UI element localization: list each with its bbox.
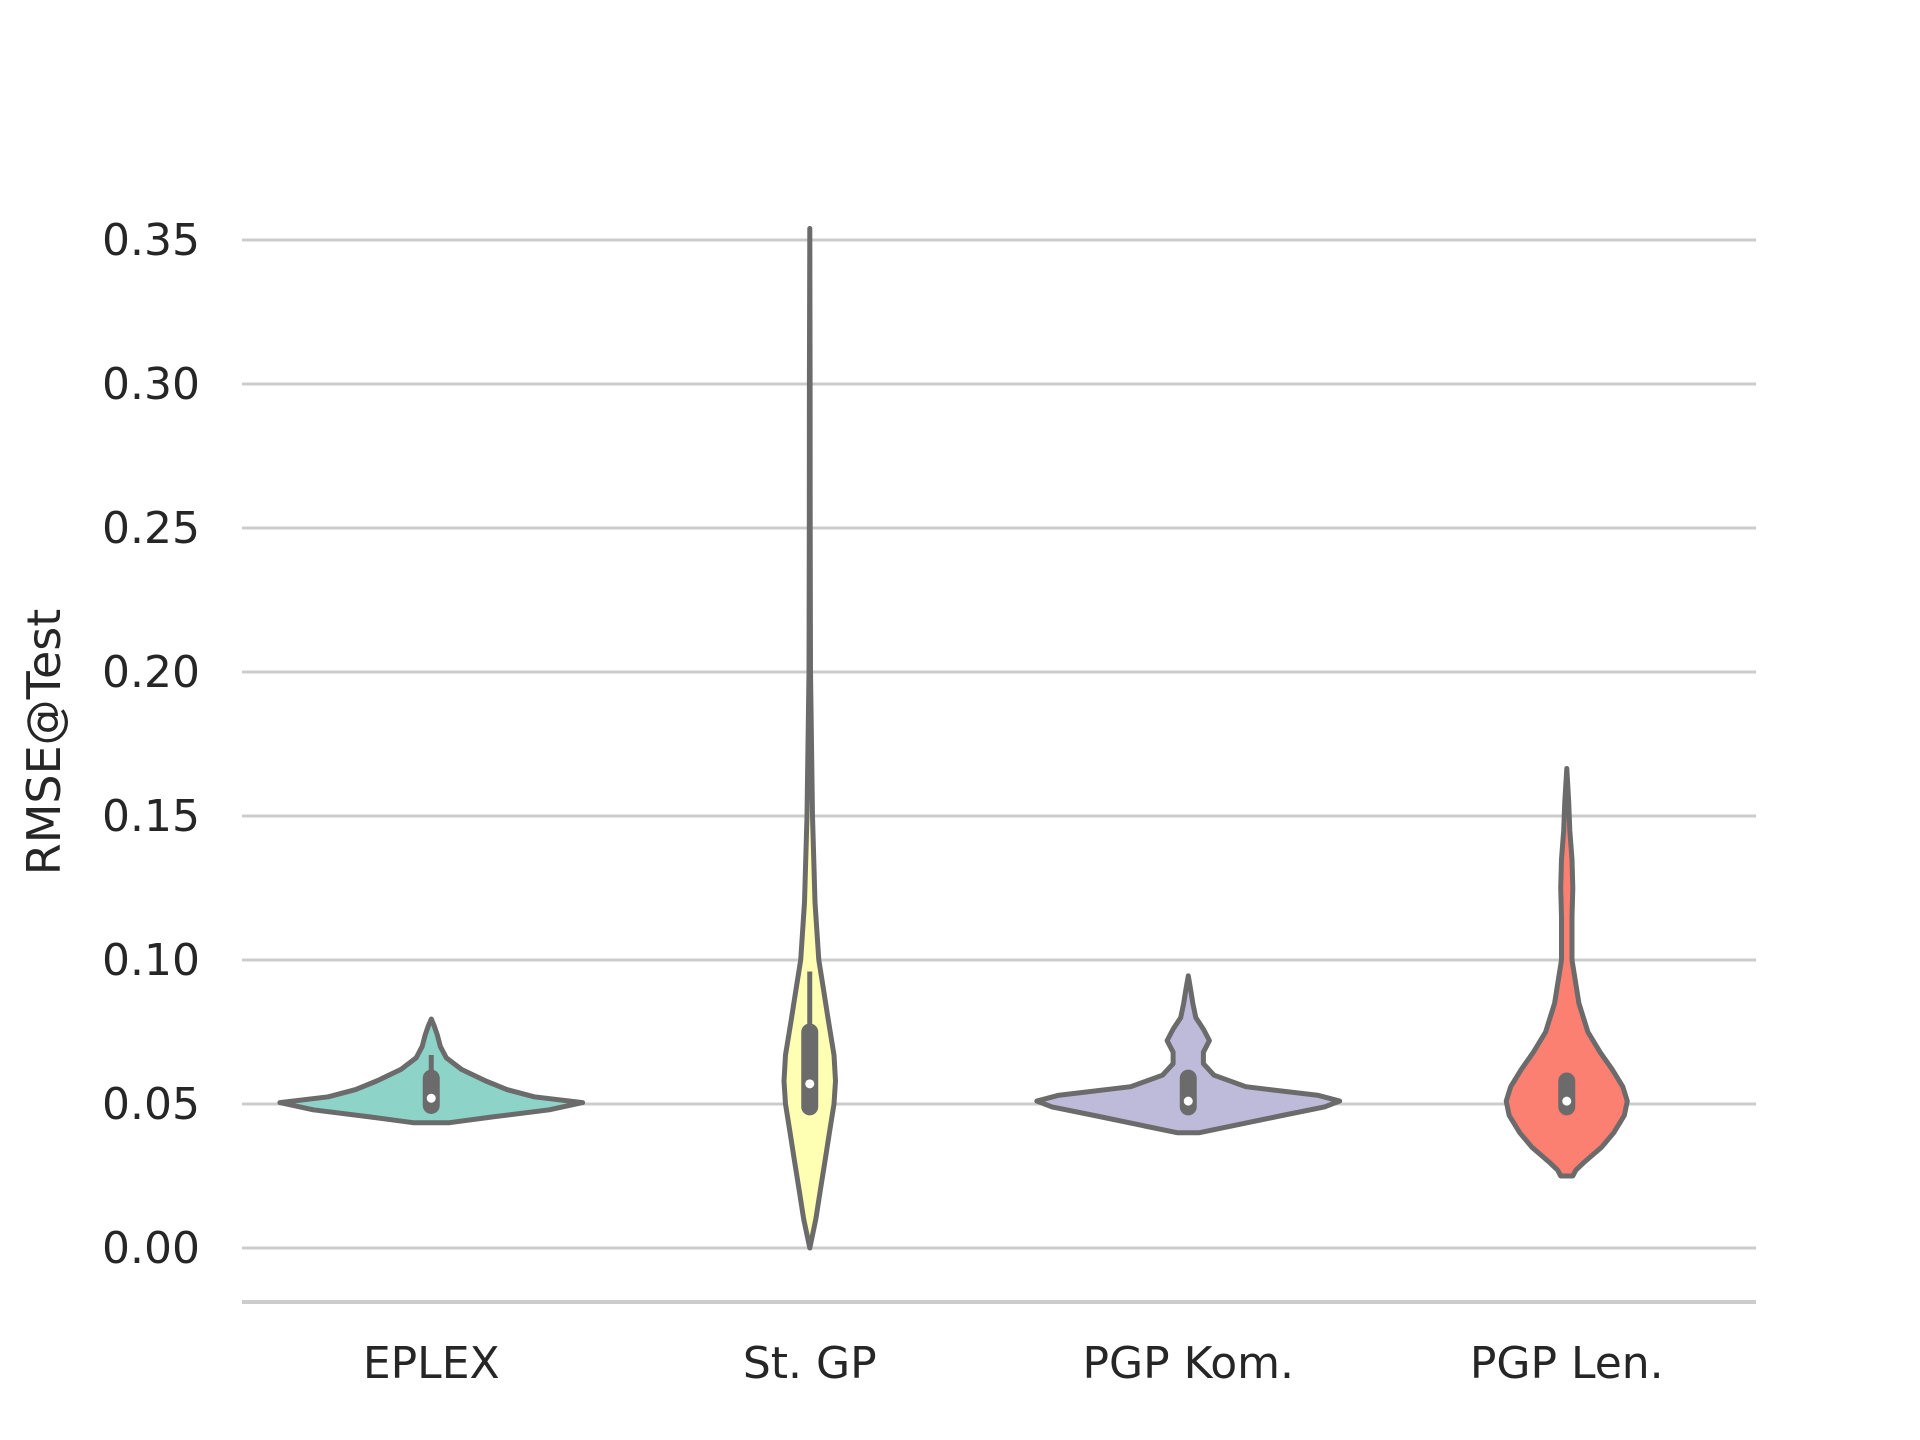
y-tick-label: 0.20: [102, 647, 200, 698]
y-axis-label: RMSE@Test: [17, 609, 71, 876]
median-marker: [1562, 1096, 1572, 1106]
violins: [277, 226, 1630, 1251]
violin-pgp-kom: [1034, 973, 1343, 1136]
x-tick-label: EPLEX: [363, 1338, 500, 1389]
y-tick-labels: 0.00 0.05 0.10 0.15 0.20 0.25 0.30 0.35: [102, 215, 200, 1274]
x-tick-label: PGP Kom.: [1082, 1338, 1294, 1389]
y-tick-label: 0.35: [102, 215, 200, 266]
x-tick-label: PGP Len.: [1470, 1338, 1664, 1389]
y-tick-label: 0.25: [102, 503, 200, 554]
y-tick-label: 0.10: [102, 935, 200, 986]
y-tick-label: 0.15: [102, 791, 200, 842]
violin-body: [1503, 766, 1630, 1179]
y-tick-label: 0.00: [102, 1223, 200, 1274]
violin-pgp-len: [1503, 766, 1630, 1179]
violin-st-gp: [781, 226, 838, 1251]
violin-body: [781, 226, 838, 1251]
median-marker: [1183, 1096, 1193, 1106]
x-tick-label: St. GP: [743, 1338, 877, 1389]
violin-eplex: [277, 1016, 586, 1126]
median-marker: [426, 1093, 436, 1103]
violin-body: [1034, 973, 1343, 1136]
y-tick-label: 0.05: [102, 1079, 200, 1130]
x-tick-labels: EPLEX St. GP PGP Kom. PGP Len.: [363, 1338, 1664, 1389]
median-marker: [805, 1079, 815, 1089]
y-tick-label: 0.30: [102, 359, 200, 410]
